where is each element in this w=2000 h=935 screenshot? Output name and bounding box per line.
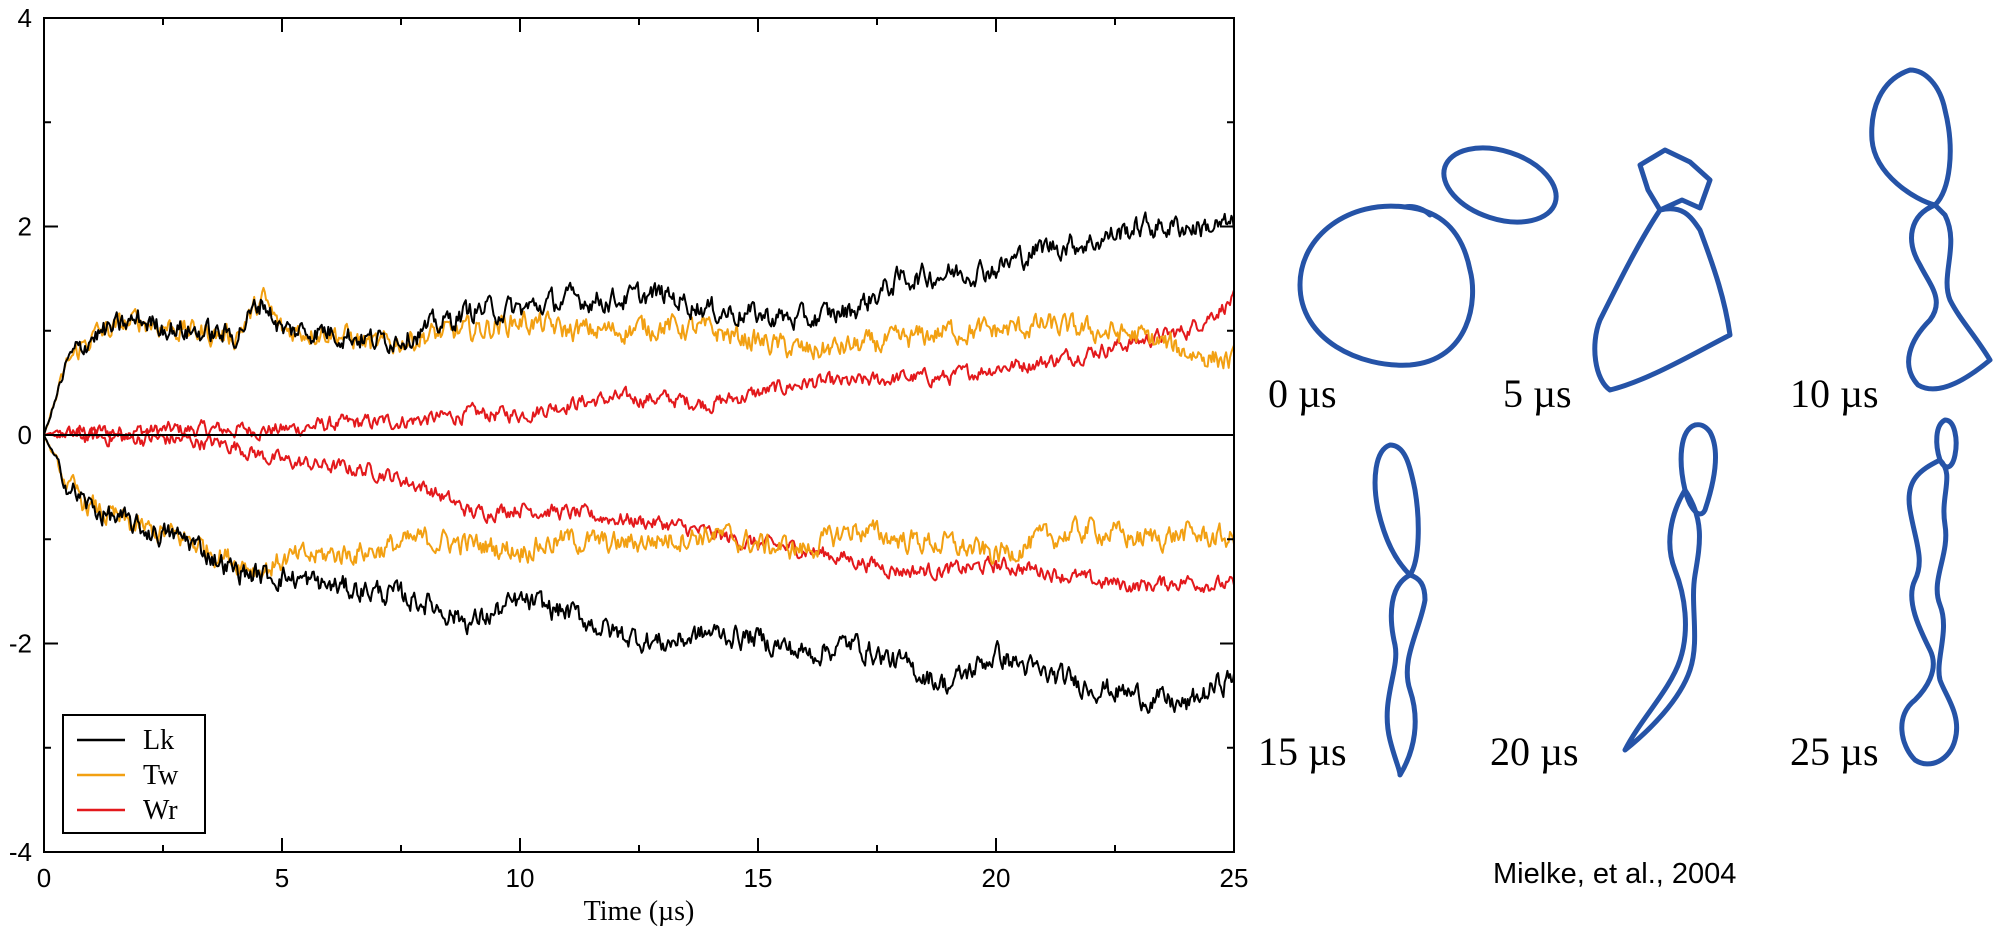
- y-tick-label: -4: [9, 837, 32, 867]
- x-tick-label: 25: [1220, 863, 1249, 893]
- y-tick-label: 0: [18, 420, 32, 450]
- series-line-wr-lower: [43, 425, 1235, 594]
- x-tick-label: 5: [275, 863, 289, 893]
- series-line-wr-upper: [43, 289, 1235, 442]
- axis-tick-labels: 0 5 10 15 20 25 -4 -2 0 2 4: [9, 3, 1249, 893]
- x-axis-title: Time (µs): [584, 896, 695, 927]
- x-tick-label: 10: [506, 863, 535, 893]
- axis-ticks: [43, 17, 1235, 853]
- series-line-tw-lower: [43, 434, 1235, 581]
- legend: Lk Tw Wr: [62, 714, 206, 834]
- snapshot-label-5us: 5 µs: [1503, 371, 1572, 416]
- series-line-lk-upper: [43, 211, 1235, 436]
- snapshot-label-25us: 25 µs: [1790, 729, 1879, 774]
- snapshot-label-20us: 20 µs: [1490, 729, 1579, 774]
- y-tick-label: 2: [18, 212, 32, 242]
- legend-label-lk: Lk: [143, 725, 174, 756]
- plot-lines: [43, 211, 1235, 714]
- x-tick-label: 20: [982, 863, 1011, 893]
- legend-label-tw: Tw: [143, 760, 179, 791]
- series-line-lk-lower: [43, 434, 1235, 714]
- snapshot-label-0us: 0 µs: [1268, 371, 1337, 416]
- y-tick-label: 4: [18, 3, 32, 33]
- snapshot-label-10us: 10 µs: [1790, 371, 1879, 416]
- legend-label-wr: Wr: [143, 795, 178, 826]
- x-tick-label: 0: [37, 863, 51, 893]
- citation: Mielke, et al., 2004: [1493, 858, 1737, 890]
- y-tick-label: -2: [9, 629, 32, 659]
- series-line-tw-upper: [43, 286, 1235, 436]
- x-tick-label: 15: [744, 863, 773, 893]
- snapshot-label-15us: 15 µs: [1258, 729, 1347, 774]
